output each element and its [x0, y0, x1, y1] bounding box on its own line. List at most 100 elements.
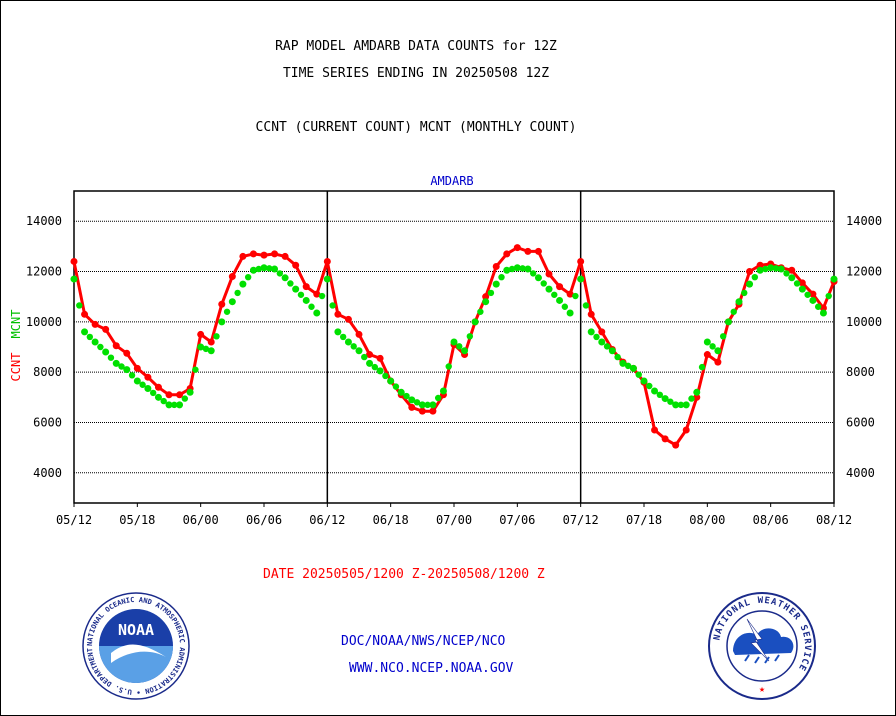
series-dot-mcnt [149, 389, 157, 397]
data-point-ccnt [218, 300, 226, 308]
data-point-mcnt [271, 265, 279, 273]
credit-url[interactable]: WWW.NCO.NCEP.NOAA.GOV [349, 661, 514, 676]
series-dot-mcnt [107, 354, 115, 361]
data-point-mcnt [397, 388, 405, 396]
data-point-mcnt [767, 264, 775, 272]
series-dot-mcnt [424, 401, 431, 409]
page-subtitle: TIME SERIES ENDING IN 20250508 12Z [282, 66, 550, 81]
y-tick-label-right: 4000 [846, 466, 875, 480]
series-dot-mcnt [287, 280, 294, 287]
series-dot-mcnt [593, 333, 600, 341]
data-point-mcnt [809, 296, 817, 304]
x-tick-label: 05/18 [119, 513, 155, 527]
data-point-mcnt [756, 266, 764, 274]
data-point-ccnt [513, 244, 521, 252]
y-tick-label-right: 8000 [846, 365, 875, 379]
data-point-mcnt [503, 266, 511, 274]
y-axis-label-ccnt: CCNT [9, 353, 23, 382]
noaa-logo-icon: NOAA NATIONAL OCEANIC AND ATMOSPHERIC AD… [81, 591, 190, 700]
nws-star-icon: ★ [759, 684, 765, 695]
series-dot-mcnt [582, 302, 590, 309]
series-dot-mcnt [255, 265, 262, 273]
series-dot-mcnt [709, 343, 716, 350]
data-point-mcnt [545, 285, 553, 293]
data-point-ccnt [176, 391, 184, 399]
data-point-mcnt [302, 296, 310, 304]
data-point-mcnt [693, 388, 701, 396]
data-point-mcnt [334, 328, 342, 336]
data-point-mcnt [133, 377, 141, 385]
series-dot-mcnt [551, 291, 558, 298]
data-point-ccnt [556, 283, 564, 291]
series-dot-mcnt [793, 280, 801, 287]
y-tick-label-right: 10000 [846, 315, 882, 329]
series-dot-mcnt [529, 270, 537, 277]
x-tick-label: 07/18 [626, 513, 662, 527]
data-point-mcnt [366, 359, 374, 367]
data-point-ccnt [239, 252, 247, 260]
series-dot-mcnt [804, 291, 811, 298]
data-point-mcnt [461, 347, 469, 355]
series-description: CCNT (CURRENT COUNT) MCNT (MONTHLY COUNT… [255, 120, 577, 135]
series-dot-mcnt [308, 303, 315, 310]
data-point-mcnt [577, 275, 585, 283]
data-point-ccnt [429, 407, 437, 415]
data-point-ccnt [123, 349, 131, 357]
series-dot-mcnt [635, 371, 642, 378]
x-tick-label: 07/00 [436, 513, 472, 527]
data-point-ccnt [524, 247, 532, 255]
x-tick-label: 06/12 [309, 513, 345, 527]
day-separators [326, 191, 582, 503]
data-point-ccnt [492, 262, 500, 270]
data-point-ccnt [313, 290, 321, 298]
data-point-ccnt [91, 320, 99, 328]
series-dot-mcnt [339, 333, 347, 341]
y-tick-label-left: 6000 [33, 415, 62, 429]
data-point-ccnt [672, 441, 680, 449]
data-point-ccnt [682, 426, 690, 434]
data-point-mcnt [492, 280, 500, 288]
data-point-ccnt [281, 252, 289, 260]
data-point-ccnt [271, 250, 279, 258]
data-point-mcnt [144, 385, 152, 393]
series-dot-mcnt [646, 382, 653, 390]
x-tick-label: 07/06 [499, 513, 535, 527]
series-dot-mcnt [192, 366, 199, 373]
series-dot-mcnt [656, 391, 664, 399]
data-point-ccnt [249, 250, 257, 258]
series-dot-mcnt [445, 363, 452, 370]
series-dot-mcnt [614, 353, 621, 361]
data-point-mcnt [746, 280, 754, 288]
data-point-ccnt [756, 261, 764, 269]
data-point-ccnt [788, 266, 796, 274]
data-point-mcnt [703, 338, 711, 346]
data-point-ccnt [260, 251, 268, 259]
series-dot-mcnt [814, 303, 822, 310]
series-dot-mcnt [382, 372, 389, 380]
data-point-mcnt [724, 318, 732, 326]
series-dot-mcnt [350, 343, 357, 350]
y-tick-label-left: 10000 [26, 315, 62, 329]
series-dot-mcnt [741, 289, 748, 297]
data-point-mcnt [566, 309, 574, 317]
data-point-ccnt [112, 342, 120, 350]
data-point-ccnt [418, 407, 426, 415]
data-point-mcnt [376, 367, 384, 375]
series-dot-mcnt [329, 302, 336, 309]
y-tick-label-left: 8000 [33, 365, 62, 379]
data-point-ccnt [566, 290, 574, 298]
series-dot-mcnt [234, 289, 241, 297]
data-point-mcnt [682, 401, 690, 409]
data-point-ccnt [355, 330, 363, 338]
series-dot-mcnt [508, 265, 516, 273]
data-point-ccnt [228, 273, 236, 281]
data-point-mcnt [102, 348, 110, 356]
series-dot-mcnt [624, 362, 632, 370]
data-point-ccnt [482, 293, 490, 301]
series-dot-mcnt [97, 343, 104, 351]
series-dot-mcnt [719, 333, 727, 340]
x-tick-label: 06/18 [373, 513, 409, 527]
data-point-mcnt [651, 387, 659, 395]
x-tick-label: 06/00 [183, 513, 219, 527]
